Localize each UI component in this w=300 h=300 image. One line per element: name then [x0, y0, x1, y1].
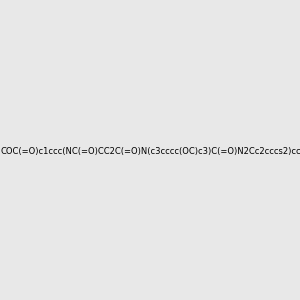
Text: COC(=O)c1ccc(NC(=O)CC2C(=O)N(c3cccc(OC)c3)C(=O)N2Cc2cccs2)cc1: COC(=O)c1ccc(NC(=O)CC2C(=O)N(c3cccc(OC)c… [1, 147, 300, 156]
